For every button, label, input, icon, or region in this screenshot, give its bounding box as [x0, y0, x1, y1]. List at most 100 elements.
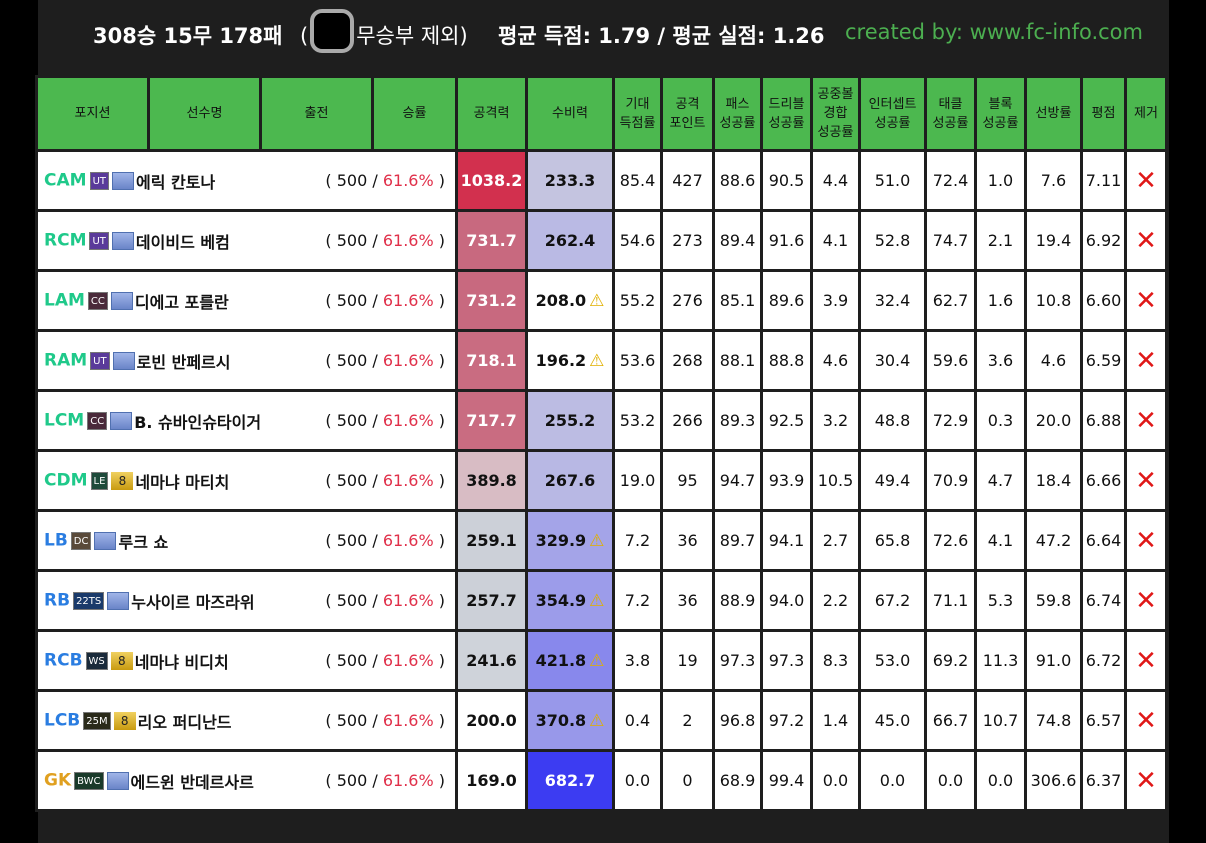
- stat-cell: 4.6: [1027, 332, 1080, 389]
- games: 500: [336, 591, 368, 610]
- defense-value: 421.8: [535, 650, 587, 670]
- defense-power: 329.9 ⚠: [528, 512, 612, 569]
- stat-cell: 99.4: [763, 752, 810, 809]
- games: 500: [336, 351, 368, 370]
- remove-button[interactable]: ✕: [1127, 632, 1165, 689]
- stat-cell: 0.0: [615, 752, 660, 809]
- grade-card-icon: [112, 351, 135, 370]
- player-cell[interactable]: RCM UT 데이비드 베컴 ( 500 / 61.6% ): [38, 212, 455, 269]
- defense-value: 370.8: [535, 710, 587, 730]
- grade-card-icon: [94, 531, 117, 550]
- stat-cell: 3.6: [977, 332, 1024, 389]
- attack-power: 718.1: [458, 332, 525, 389]
- remove-button[interactable]: ✕: [1127, 152, 1165, 209]
- win-rate: 61.6%: [382, 651, 434, 670]
- column-header[interactable]: 공격력: [458, 78, 525, 149]
- column-header[interactable]: 선수명: [150, 78, 259, 149]
- stat-cell: 2.2: [813, 572, 858, 629]
- column-header[interactable]: 패스 성공률: [715, 78, 760, 149]
- column-header[interactable]: 포지션: [38, 78, 147, 149]
- player-cell[interactable]: LCM CC B. 슈바인슈타이거 ( 500 / 61.6% ): [38, 392, 455, 449]
- defense-value: 682.7: [544, 771, 596, 790]
- column-header[interactable]: 드리블 성공률: [763, 78, 810, 149]
- column-header[interactable]: 수비력: [528, 78, 612, 149]
- table-row: LAM CC 디에고 포를란 ( 500 / 61.6% ) 731.2 208.0…: [38, 272, 1165, 329]
- column-header[interactable]: 승률: [374, 78, 455, 149]
- stat-cell: 6.88: [1083, 392, 1124, 449]
- player-cell[interactable]: CDM LE 8 네마냐 마티치 ( 500 / 61.6% ): [38, 452, 455, 509]
- table-row: LB DC 루크 쇼 ( 500 / 61.6% ) 259.1 329.9 ⚠ 7.2…: [38, 512, 1165, 569]
- stat-cell: 0.0: [813, 752, 858, 809]
- table-row: RAM UT 로빈 반페르시 ( 500 / 61.6% ) 718.1 196.2…: [38, 332, 1165, 389]
- sep: /: [372, 771, 378, 790]
- player-cell[interactable]: GK BWC 에드윈 반데르사르 ( 500 / 61.6% ): [38, 752, 455, 809]
- grade-card-icon: [111, 231, 134, 250]
- player-name: 에릭 칸토나: [136, 172, 216, 192]
- stat-cell: 6.66: [1083, 452, 1124, 509]
- defense-value: 255.2: [544, 411, 596, 430]
- player-name: 누사이르 마즈라위: [131, 592, 255, 612]
- enhance-level-badge: 8: [111, 471, 134, 490]
- player-cell[interactable]: LCB 25M 8 리오 퍼디난드 ( 500 / 61.6% ): [38, 692, 455, 749]
- stat-cell: 266: [663, 392, 712, 449]
- player-cell[interactable]: RAM UT 로빈 반페르시 ( 500 / 61.6% ): [38, 332, 455, 389]
- games: 500: [336, 471, 368, 490]
- stat-cell: 53.6: [615, 332, 660, 389]
- remove-button[interactable]: ✕: [1127, 512, 1165, 569]
- column-header[interactable]: 블록 성공률: [977, 78, 1024, 149]
- player-name: 루크 쇼: [118, 532, 169, 552]
- remove-button[interactable]: ✕: [1127, 392, 1165, 449]
- remove-button[interactable]: ✕: [1127, 452, 1165, 509]
- remove-button[interactable]: ✕: [1127, 752, 1165, 809]
- player-cell[interactable]: CAM UT 에릭 칸토나 ( 500 / 61.6% ): [38, 152, 455, 209]
- stat-cell: 2: [663, 692, 712, 749]
- attack-power: 200.0: [458, 692, 525, 749]
- stat-cell: 20.0: [1027, 392, 1080, 449]
- player-cell[interactable]: LB DC 루크 쇼 ( 500 / 61.6% ): [38, 512, 455, 569]
- win-rate: 61.6%: [382, 231, 434, 250]
- credit-link[interactable]: created by: www.fc-info.com: [845, 20, 1143, 44]
- column-header[interactable]: 선방률: [1027, 78, 1080, 149]
- stat-cell: 268: [663, 332, 712, 389]
- close-icon: ✕: [1135, 705, 1157, 736]
- player-cell[interactable]: LAM CC 디에고 포를란 ( 500 / 61.6% ): [38, 272, 455, 329]
- column-header[interactable]: 출전: [262, 78, 371, 149]
- remove-button[interactable]: ✕: [1127, 692, 1165, 749]
- attack-power: 169.0: [458, 752, 525, 809]
- stat-cell: 59.6: [927, 332, 974, 389]
- column-header[interactable]: 제거: [1127, 78, 1165, 149]
- defense-power: 267.6: [528, 452, 612, 509]
- paren: (: [300, 24, 309, 48]
- season-badge: UT: [89, 171, 109, 190]
- stat-cell: 7.2: [615, 572, 660, 629]
- column-header[interactable]: 공격 포인트: [663, 78, 712, 149]
- column-header[interactable]: 태클 성공률: [927, 78, 974, 149]
- remove-button[interactable]: ✕: [1127, 212, 1165, 269]
- player-cell[interactable]: RCB WS 8 네마냐 비디치 ( 500 / 61.6% ): [38, 632, 455, 689]
- remove-button[interactable]: ✕: [1127, 272, 1165, 329]
- stat-cell: 55.2: [615, 272, 660, 329]
- stat-cell: 95: [663, 452, 712, 509]
- attack-power: 241.6: [458, 632, 525, 689]
- column-header[interactable]: 평점: [1083, 78, 1124, 149]
- stat-cell: 49.4: [861, 452, 924, 509]
- stat-cell: 306.6: [1027, 752, 1080, 809]
- remove-button[interactable]: ✕: [1127, 572, 1165, 629]
- remove-button[interactable]: ✕: [1127, 332, 1165, 389]
- season-badge: LE: [90, 471, 109, 490]
- column-header[interactable]: 공중볼 경합 성공률: [813, 78, 858, 149]
- column-header[interactable]: 기대 득점률: [615, 78, 660, 149]
- sep: /: [372, 351, 378, 370]
- stat-cell: 74.8: [1027, 692, 1080, 749]
- stat-cell: 6.60: [1083, 272, 1124, 329]
- win-rate: 61.6%: [382, 411, 434, 430]
- table-row: LCM CC B. 슈바인슈타이거 ( 500 / 61.6% ) 717.7 25…: [38, 392, 1165, 449]
- sep: /: [372, 471, 378, 490]
- sep: /: [372, 591, 378, 610]
- player-cell[interactable]: RB 22TS 누사이르 마즈라위 ( 500 / 61.6% ): [38, 572, 455, 629]
- win-rate: 61.6%: [382, 471, 434, 490]
- column-header[interactable]: 인터셉트 성공률: [861, 78, 924, 149]
- stat-cell: 54.6: [615, 212, 660, 269]
- stat-cell: 88.9: [715, 572, 760, 629]
- season-badge: CC: [87, 291, 108, 310]
